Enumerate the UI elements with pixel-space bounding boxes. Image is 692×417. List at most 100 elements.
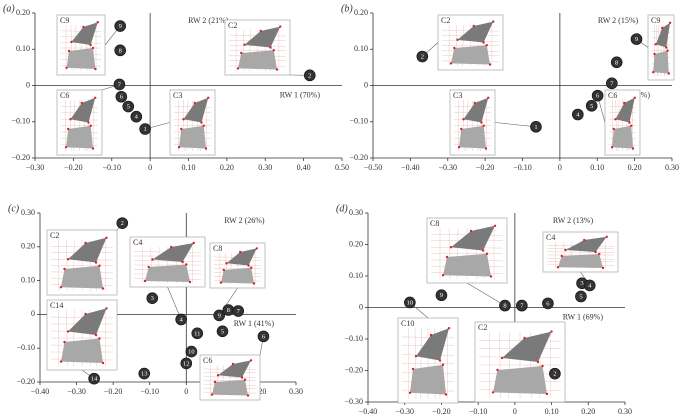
landmark [449, 246, 453, 249]
inset-label: C3 [173, 91, 182, 100]
landmark [202, 124, 205, 127]
shape-light [451, 45, 490, 65]
x-tick-label: 0.30 [665, 163, 679, 172]
point-label: 14 [91, 376, 98, 383]
point-label: 4 [180, 316, 184, 323]
landmark [59, 286, 63, 289]
landmark [69, 118, 72, 121]
landmark [239, 250, 242, 254]
landmark [523, 336, 526, 340]
landmark [204, 147, 208, 150]
landmark [473, 101, 476, 105]
landmark [441, 363, 445, 366]
landmark [668, 21, 672, 24]
landmark [623, 101, 626, 105]
x-tick-label: −0.10 [469, 407, 488, 416]
landmark [610, 146, 614, 149]
shape-light [612, 125, 633, 149]
landmark [667, 72, 670, 75]
point-label: 13 [141, 371, 148, 378]
inset-label: C6 [608, 91, 617, 100]
landmark [91, 46, 95, 50]
landmark [269, 46, 272, 49]
x-tick-label: −0.20 [64, 163, 83, 172]
y-tick-label: −0.20 [16, 377, 35, 386]
point-label: 9 [218, 312, 221, 319]
point [435, 289, 448, 302]
landmark [438, 359, 442, 362]
y-tick-label: −0.10 [344, 334, 363, 343]
inset-label: C14 [50, 301, 63, 310]
x-tick-label: 0.10 [590, 163, 604, 172]
inset-label: C2 [441, 16, 450, 25]
point [116, 217, 129, 229]
landmark [492, 20, 495, 23]
point [130, 110, 143, 123]
shape-dark [463, 97, 489, 123]
inset-label: C4 [546, 233, 555, 242]
landmark [457, 146, 461, 149]
y-tick-label: 0.10 [21, 275, 35, 284]
point-label: 6 [262, 333, 266, 340]
landmark [628, 121, 631, 124]
point-label: 7 [237, 308, 241, 315]
x-tick-label: 0 [558, 163, 562, 172]
shape-dark [502, 331, 552, 362]
landmark [279, 25, 282, 28]
point [549, 367, 561, 380]
shape-dark [226, 248, 257, 266]
landmark [213, 380, 217, 384]
y-tick-label: 0.30 [349, 208, 363, 217]
landmark [408, 391, 412, 394]
landmark [67, 49, 71, 53]
shape-dark [68, 237, 107, 263]
landmark [614, 118, 617, 121]
x-tick-label: 0.50 [335, 163, 349, 172]
shape-light [493, 366, 547, 394]
landmark [249, 359, 253, 362]
x-tick-label: −0.30 [67, 387, 86, 396]
shape-light [212, 379, 248, 396]
y-tick-label: −0.10 [11, 117, 30, 126]
landmark [275, 68, 279, 71]
landmark [250, 266, 253, 269]
landmark [441, 274, 445, 277]
x-axis-title: RW 1 (69%) [563, 312, 604, 321]
landmark [661, 26, 664, 30]
landmark [631, 147, 635, 150]
connector [167, 286, 182, 320]
point-label: 2 [553, 371, 556, 378]
y-tick-label: 0.20 [349, 239, 363, 248]
x-tick-label: 0.30 [618, 407, 632, 416]
point-label: 4 [588, 282, 592, 289]
landmark [633, 96, 636, 100]
landmark [612, 127, 615, 131]
landmark [482, 124, 485, 127]
y-tick-label: 0.20 [354, 8, 368, 17]
landmark [449, 62, 453, 65]
point [575, 290, 587, 303]
landmark [243, 378, 247, 381]
point [416, 50, 429, 63]
landmark [63, 267, 66, 271]
landmark [80, 101, 83, 105]
landmark [605, 235, 608, 238]
landmark [482, 41, 485, 44]
x-tick-label: −0.40 [359, 407, 378, 416]
x-tick-label: −0.10 [140, 387, 159, 396]
shape-dark [615, 97, 635, 123]
point-label: 6 [120, 94, 124, 101]
landmark [491, 391, 495, 394]
shape-light [66, 48, 96, 69]
point [216, 325, 229, 338]
landmark [481, 249, 485, 252]
point [232, 305, 245, 317]
landmark [654, 43, 657, 46]
inset-label: C9 [60, 16, 69, 25]
shape-light [410, 364, 446, 395]
point [185, 345, 198, 358]
landmark [82, 25, 85, 29]
x-tick-label: −0.20 [104, 387, 123, 396]
landmark [255, 247, 258, 250]
point [115, 90, 128, 103]
